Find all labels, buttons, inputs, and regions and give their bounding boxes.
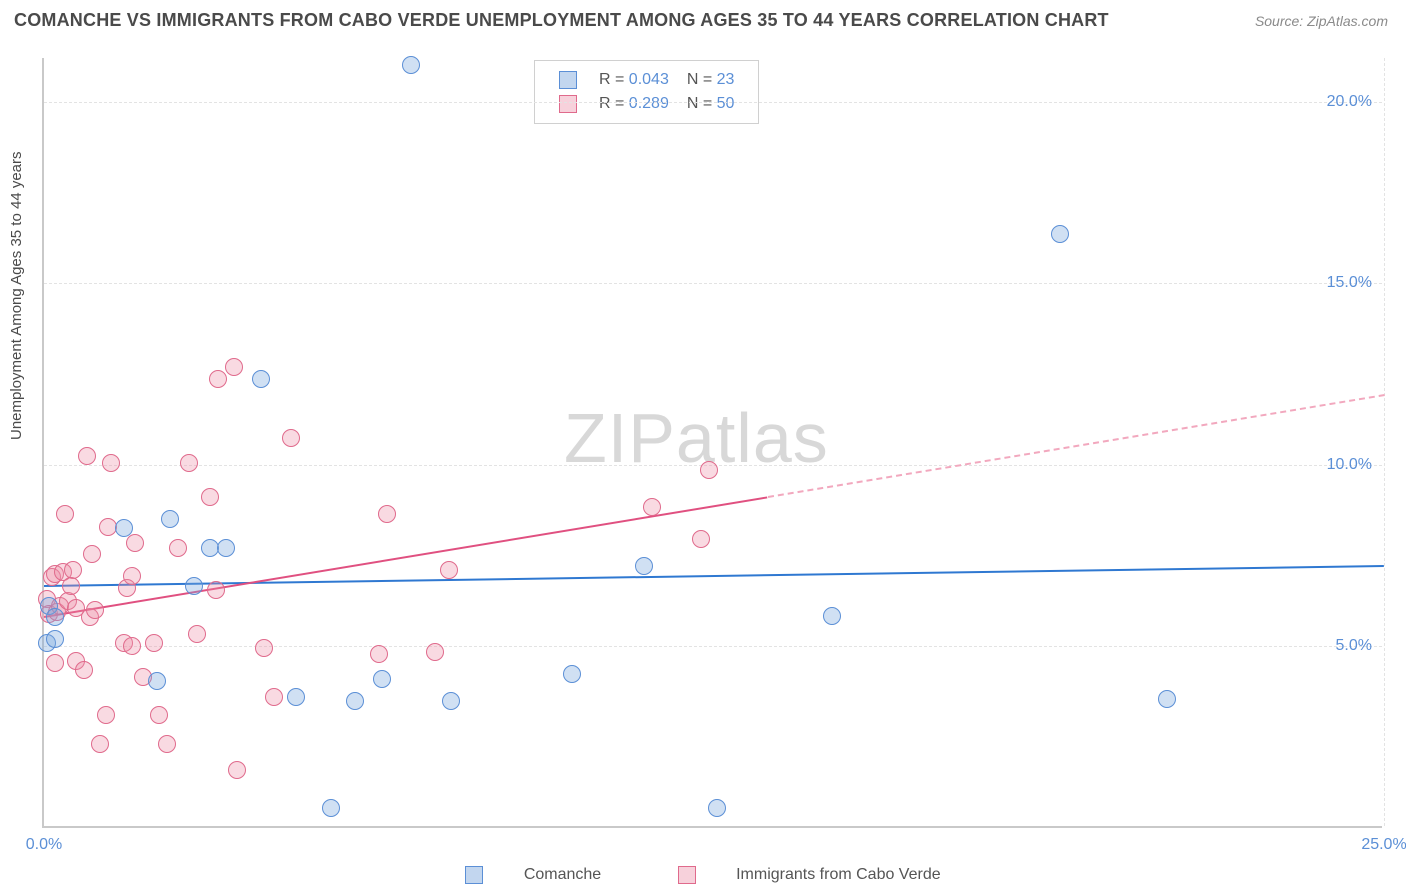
data-point [209,370,227,388]
data-point [1158,690,1176,708]
data-point [225,358,243,376]
gridline [44,283,1382,284]
data-point [287,688,305,706]
data-point [115,519,133,537]
swatch-comanche-icon [559,71,577,89]
data-point [67,599,85,617]
gridline [44,646,1382,647]
y-tick-label: 15.0% [1327,274,1372,292]
data-point [1051,225,1069,243]
data-point [161,510,179,528]
y-tick-label: 10.0% [1327,456,1372,474]
data-point [217,539,235,557]
data-point [442,692,460,710]
data-point [373,670,391,688]
data-point [185,577,203,595]
swatch-comanche-icon [465,866,483,884]
data-point [823,607,841,625]
data-point [78,447,96,465]
data-point [188,625,206,643]
data-point [46,608,64,626]
x-tick-label: 0.0% [26,836,62,854]
data-point [346,692,364,710]
data-point [46,654,64,672]
data-point [252,370,270,388]
legend-label-comanche: Comanche [524,866,601,883]
data-point [635,557,653,575]
chart-title: COMANCHE VS IMMIGRANTS FROM CABO VERDE U… [14,10,1109,31]
source-label: Source: ZipAtlas.com [1255,13,1388,29]
data-point [123,567,141,585]
legend-label-cabo-verde: Immigrants from Cabo Verde [736,866,941,883]
data-point [265,688,283,706]
data-point [83,545,101,563]
swatch-cabo-verde-icon [678,866,696,884]
data-point [201,488,219,506]
data-point [169,539,187,557]
x-tick-label: 25.0% [1361,836,1406,854]
plot-region: ZIPatlas R = 0.043 N = 23 R = 0.289 N = … [42,58,1382,828]
data-point [180,454,198,472]
series-legend: Comanche Immigrants from Cabo Verde [0,866,1406,884]
data-point [64,561,82,579]
data-point [563,665,581,683]
data-point [150,706,168,724]
watermark: ZIPatlas [564,398,829,478]
data-point [126,534,144,552]
gridline [1384,58,1385,826]
data-point [426,643,444,661]
y-tick-label: 20.0% [1327,93,1372,111]
data-point [123,637,141,655]
data-point [56,505,74,523]
trend-line [767,394,1384,498]
y-tick-label: 5.0% [1336,637,1372,655]
data-point [322,799,340,817]
data-point [282,429,300,447]
swatch-cabo-verde-icon [559,95,577,113]
data-point [370,645,388,663]
data-point [75,661,93,679]
data-point [207,581,225,599]
data-point [228,761,246,779]
data-point [102,454,120,472]
data-point [700,461,718,479]
data-point [255,639,273,657]
data-point [643,498,661,516]
gridline [44,102,1382,103]
data-point [402,56,420,74]
data-point [440,561,458,579]
data-point [148,672,166,690]
y-axis-label: Unemployment Among Ages 35 to 44 years [8,151,25,440]
trend-line [44,496,768,618]
data-point [692,530,710,548]
data-point [86,601,104,619]
chart-area: Unemployment Among Ages 35 to 44 years Z… [0,40,1406,892]
data-point [91,735,109,753]
data-point [145,634,163,652]
data-point [97,706,115,724]
data-point [158,735,176,753]
data-point [378,505,396,523]
data-point [46,630,64,648]
correlation-legend: R = 0.043 N = 23 R = 0.289 N = 50 [534,60,759,124]
data-point [62,577,80,595]
data-point [708,799,726,817]
